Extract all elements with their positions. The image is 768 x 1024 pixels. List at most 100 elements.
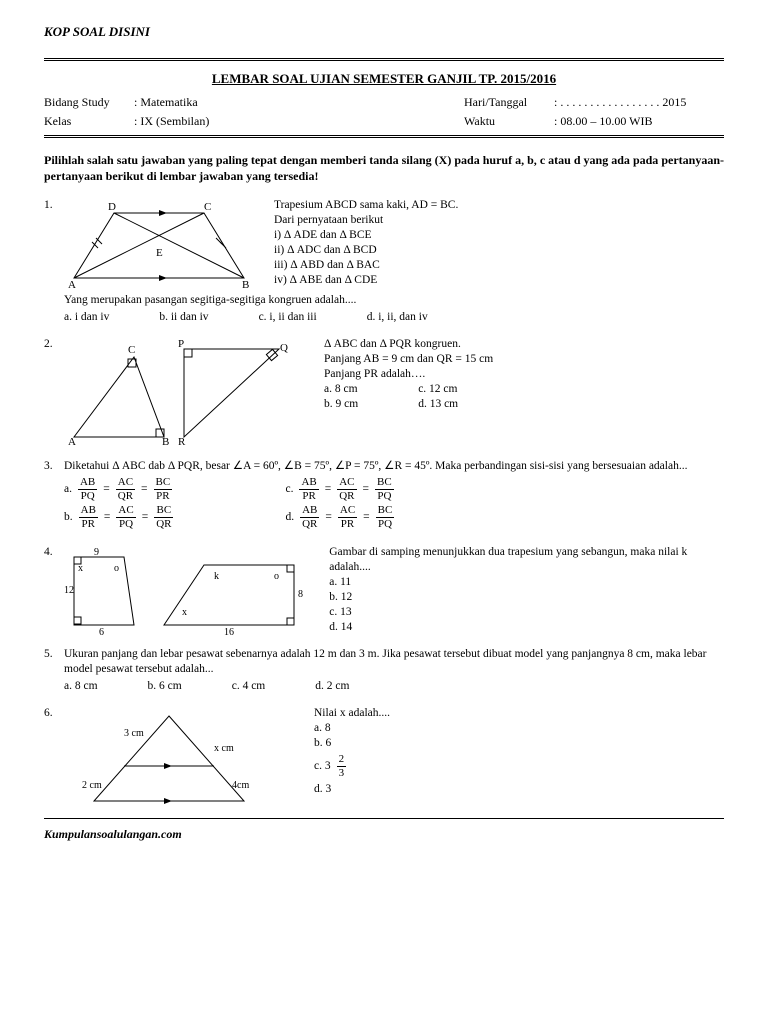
question-4: 4. 9 12 6 x o 16 8 — [44, 545, 724, 635]
q5-opt-c: c. 4 cm — [232, 679, 266, 694]
svg-text:x: x — [182, 607, 187, 618]
q2-figure: A B C P Q R — [64, 337, 294, 447]
q6-figure: 3 cm x cm 2 cm 4cm — [64, 706, 274, 806]
q2-opt-c: c. 12 cm — [418, 382, 458, 397]
svg-text:C: C — [204, 201, 211, 213]
exam-page: KOP SOAL DISINI LEMBAR SOAL UJIAN SEMEST… — [0, 0, 768, 1024]
q6-opt-a: a. 8 — [314, 721, 390, 736]
svg-text:8: 8 — [298, 589, 303, 600]
svg-text:C: C — [128, 344, 135, 356]
q1-opt-c: c. i, ii dan iii — [259, 310, 317, 325]
q6-text: Nilai x adalah.... — [314, 706, 390, 721]
meta-row-2: Kelas : IX (Sembilan) Waktu : 08.00 – 10… — [44, 114, 724, 129]
q4-opt-b: b. 12 — [329, 590, 724, 605]
svg-text:E: E — [156, 247, 163, 259]
q1-i: i) Δ ADE dan Δ BCE — [274, 228, 458, 243]
q1-iv: iv) Δ ABE dan Δ CDE — [274, 273, 458, 288]
q1-sub: Dari pernyataan berikut — [274, 213, 458, 228]
waktu-value: : 08.00 – 10.00 WIB — [554, 114, 652, 129]
q2-lead: Δ ABC dan Δ PQR kongruen. — [324, 337, 493, 352]
question-5: 5. Ukuran panjang dan lebar pesawat sebe… — [44, 647, 724, 694]
instructions: Pilihlah salah satu jawaban yang paling … — [44, 152, 724, 184]
q1-num: 1. — [44, 198, 64, 325]
q4-opt-a: a. 11 — [329, 575, 724, 590]
hari-label: Hari/Tanggal — [464, 95, 554, 110]
svg-text:2 cm: 2 cm — [82, 780, 102, 791]
svg-text:12: 12 — [64, 585, 74, 596]
q5-num: 5. — [44, 647, 64, 694]
q2-l2: Panjang AB = 9 cm dan QR = 15 cm — [324, 352, 493, 367]
q1-iii: iii) Δ ABD dan Δ BAC — [274, 258, 458, 273]
svg-text:R: R — [178, 436, 186, 447]
svg-text:D: D — [108, 201, 116, 213]
q5-opt-a: a. 8 cm — [64, 679, 98, 694]
q6-opt-d: d. 3 — [314, 782, 390, 797]
svg-text:9: 9 — [94, 547, 99, 558]
q5-opt-b: b. 6 cm — [148, 679, 182, 694]
q2-opt-b: b. 9 cm — [324, 397, 358, 412]
waktu-label: Waktu — [464, 114, 554, 129]
q3-opt-b: b. ABPR= ACPQ= BCQR — [64, 505, 175, 530]
q1-opt-b: b. ii dan iv — [159, 310, 208, 325]
svg-text:B: B — [242, 279, 249, 291]
question-6: 6. 3 cm x cm 2 cm 4cm Nilai x adalah....… — [44, 706, 724, 806]
q6-opt-b: b. 6 — [314, 736, 390, 751]
footer-link: Kumpulansoalulangan.com — [44, 827, 724, 842]
svg-text:P: P — [178, 338, 184, 350]
svg-text:o: o — [114, 563, 119, 574]
svg-text:6: 6 — [99, 627, 104, 635]
q3-options: a. ABPQ= ACQR= BCPR b. ABPR= ACPQ= BCQR … — [64, 474, 724, 533]
svg-text:3 cm: 3 cm — [124, 728, 144, 739]
q3-opt-a: a. ABPQ= ACQR= BCPR — [64, 477, 175, 502]
study-label: Bidang Study — [44, 95, 134, 110]
svg-text:x cm: x cm — [214, 743, 234, 754]
q3-num: 3. — [44, 459, 64, 533]
q1-opt-a: a. i dan iv — [64, 310, 109, 325]
q1-figure: A B C D E — [64, 198, 254, 293]
svg-text:x: x — [78, 563, 83, 574]
svg-text:A: A — [68, 279, 76, 291]
q2-num: 2. — [44, 337, 64, 447]
q5-text: Ukuran panjang dan lebar pesawat sebenar… — [64, 647, 724, 677]
svg-text:4cm: 4cm — [232, 780, 249, 791]
svg-text:k: k — [214, 571, 219, 582]
question-2: 2. A B C P Q R — [44, 337, 724, 447]
q4-opt-c: c. 13 — [329, 605, 724, 620]
footer-rule — [44, 818, 724, 819]
svg-text:16: 16 — [224, 627, 234, 635]
question-1: 1. A B C D — [44, 198, 724, 325]
q1-ask: Yang merupakan pasangan segitiga-segitig… — [64, 293, 724, 308]
q4-opt-d: d. 14 — [329, 620, 724, 635]
q5-options: a. 8 cm b. 6 cm c. 4 cm d. 2 cm — [64, 679, 724, 694]
q4-figure: 9 12 6 x o 16 8 k o x — [64, 545, 309, 635]
q1-opt-d: d. i, ii, dan iv — [367, 310, 428, 325]
kelas-label: Kelas — [44, 114, 134, 129]
q4-text: Gambar di samping menunjukkan dua trapes… — [329, 545, 724, 575]
q6-opt-c: c. 3 23 — [314, 754, 390, 779]
q3-opt-d: d. ABQR= ACPR= BCPQ — [285, 505, 396, 530]
question-3: 3. Diketahui Δ ABC dab Δ PQR, besar ∠A =… — [44, 459, 724, 533]
meta-row-1: Bidang Study : Matematika Hari/Tanggal :… — [44, 95, 724, 110]
q2-opt-a: a. 8 cm — [324, 382, 358, 397]
rule-bottom — [44, 135, 724, 138]
q2-l3: Panjang PR adalah…. — [324, 367, 493, 382]
q1-options: a. i dan iv b. ii dan iv c. i, ii dan ii… — [64, 310, 724, 325]
q3-text: Diketahui Δ ABC dab Δ PQR, besar ∠A = 60… — [64, 459, 724, 474]
svg-text:o: o — [274, 571, 279, 582]
q3-opt-c: c. ABPR= ACQR= BCPQ — [285, 477, 396, 502]
kop-header: KOP SOAL DISINI — [44, 24, 724, 40]
hari-value: : . . . . . . . . . . . . . . . . . 2015 — [554, 95, 686, 110]
q4-num: 4. — [44, 545, 64, 635]
rule-top — [44, 58, 724, 61]
kelas-value: : IX (Sembilan) — [134, 114, 209, 129]
page-title: LEMBAR SOAL UJIAN SEMESTER GANJIL TP. 20… — [44, 71, 724, 87]
q1-lead: Trapesium ABCD sama kaki, AD = BC. — [274, 198, 458, 213]
q6-num: 6. — [44, 706, 64, 806]
svg-text:B: B — [162, 436, 169, 447]
q1-ii: ii) Δ ADC dan Δ BCD — [274, 243, 458, 258]
study-value: : Matematika — [134, 95, 198, 110]
svg-text:A: A — [68, 436, 76, 447]
q2-opt-d: d. 13 cm — [418, 397, 458, 412]
q5-opt-d: d. 2 cm — [315, 679, 349, 694]
svg-text:Q: Q — [280, 342, 288, 354]
